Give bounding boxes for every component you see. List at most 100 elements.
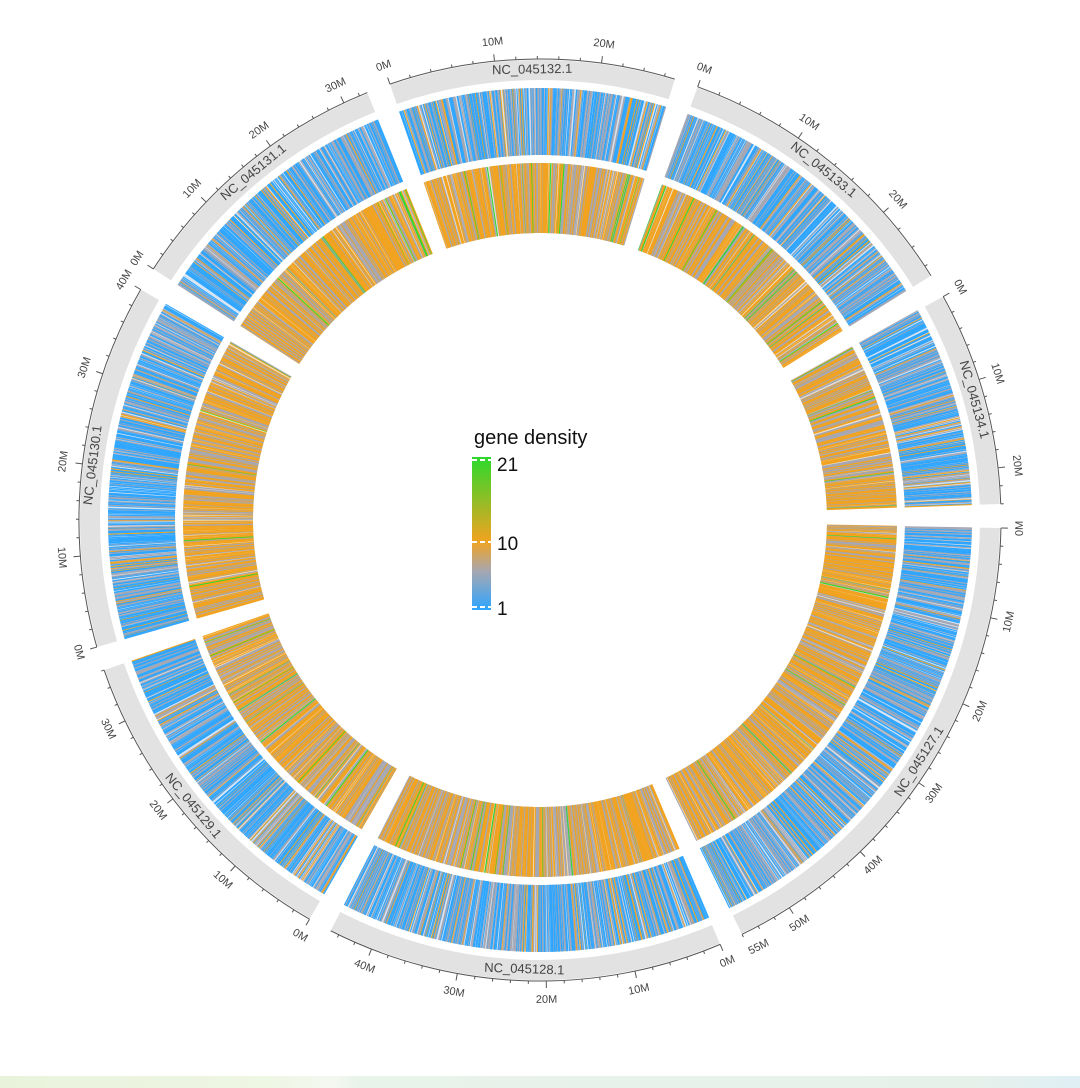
density-line — [126, 393, 191, 415]
density-line — [498, 883, 506, 951]
density-line — [800, 774, 850, 823]
density-line — [285, 170, 326, 225]
density-line — [824, 559, 894, 571]
density-line — [433, 873, 452, 940]
density-line — [337, 756, 378, 815]
density-line — [614, 175, 634, 244]
density-line — [207, 624, 274, 652]
density-line — [580, 166, 592, 237]
density-line — [783, 790, 830, 842]
density-line — [760, 291, 815, 337]
density-line — [881, 647, 945, 672]
density-line — [746, 820, 786, 876]
density-line — [379, 200, 412, 264]
density-line — [780, 325, 840, 365]
density-line — [771, 801, 815, 855]
density-line — [221, 649, 285, 682]
density-line — [261, 799, 306, 852]
density-line — [847, 716, 905, 754]
density-line — [818, 589, 887, 608]
density-line — [367, 123, 396, 186]
density-line — [183, 535, 254, 542]
density-line — [341, 758, 381, 818]
density-line — [157, 317, 218, 350]
density-line — [808, 620, 875, 647]
density-line — [702, 846, 734, 907]
density-line — [247, 684, 306, 727]
density-line — [678, 771, 713, 833]
density-line — [308, 738, 355, 793]
density-line — [496, 165, 507, 236]
density-line — [502, 805, 511, 876]
density-line — [778, 192, 823, 245]
density-line — [149, 333, 211, 364]
density-line — [813, 761, 865, 807]
density-line — [359, 127, 389, 189]
density-line — [183, 494, 254, 501]
density-line — [772, 800, 817, 853]
density-line — [347, 219, 386, 279]
density-line — [698, 222, 739, 282]
density-line — [226, 347, 289, 383]
density-line — [791, 656, 854, 692]
density-line — [712, 234, 756, 292]
density-line — [212, 237, 265, 282]
density-line — [109, 553, 177, 562]
density-line — [895, 603, 961, 620]
density-line — [676, 119, 703, 182]
density-line — [238, 210, 286, 259]
density-line — [769, 306, 827, 350]
density-line — [804, 770, 854, 818]
density-line — [796, 779, 845, 828]
density-line — [811, 762, 863, 809]
density-line — [280, 717, 333, 767]
density-line — [147, 672, 209, 702]
density-line — [227, 658, 290, 694]
density-line — [810, 764, 861, 811]
density-line — [170, 709, 229, 745]
density-line — [479, 167, 493, 238]
density-line — [775, 798, 820, 851]
density-line — [670, 116, 696, 180]
density-line — [284, 170, 326, 226]
density-line — [690, 763, 729, 824]
density-line — [253, 305, 311, 349]
density-line — [478, 168, 492, 238]
density-line — [860, 694, 920, 728]
density-line — [515, 806, 521, 877]
density-line — [855, 703, 914, 739]
density-line — [155, 686, 216, 718]
density-line — [644, 187, 672, 254]
density-line — [351, 130, 383, 192]
density-line — [879, 652, 943, 678]
density-line — [163, 699, 223, 734]
density-line — [848, 289, 906, 326]
density-line — [561, 884, 568, 952]
density-line — [739, 725, 790, 777]
density-line — [297, 822, 337, 879]
density-line — [866, 682, 927, 714]
density-line — [456, 95, 471, 162]
density-line — [643, 105, 665, 171]
density-line — [642, 186, 669, 253]
density-line — [208, 387, 274, 415]
density-line — [904, 535, 972, 540]
density-line — [497, 804, 507, 875]
density-line — [846, 716, 904, 754]
density-line — [544, 163, 547, 234]
density-line — [612, 797, 632, 866]
density-line — [115, 440, 182, 455]
density-line — [244, 318, 304, 359]
density-line — [900, 576, 967, 589]
density-line — [135, 648, 199, 673]
density-line — [859, 310, 919, 344]
density-line — [234, 668, 295, 706]
density-line — [899, 582, 966, 596]
density-line — [191, 581, 260, 598]
density-line — [841, 276, 898, 316]
density-line — [377, 858, 405, 921]
density-line — [769, 305, 827, 349]
density-line — [823, 247, 877, 291]
density-line — [351, 216, 389, 277]
density-line — [248, 312, 307, 355]
